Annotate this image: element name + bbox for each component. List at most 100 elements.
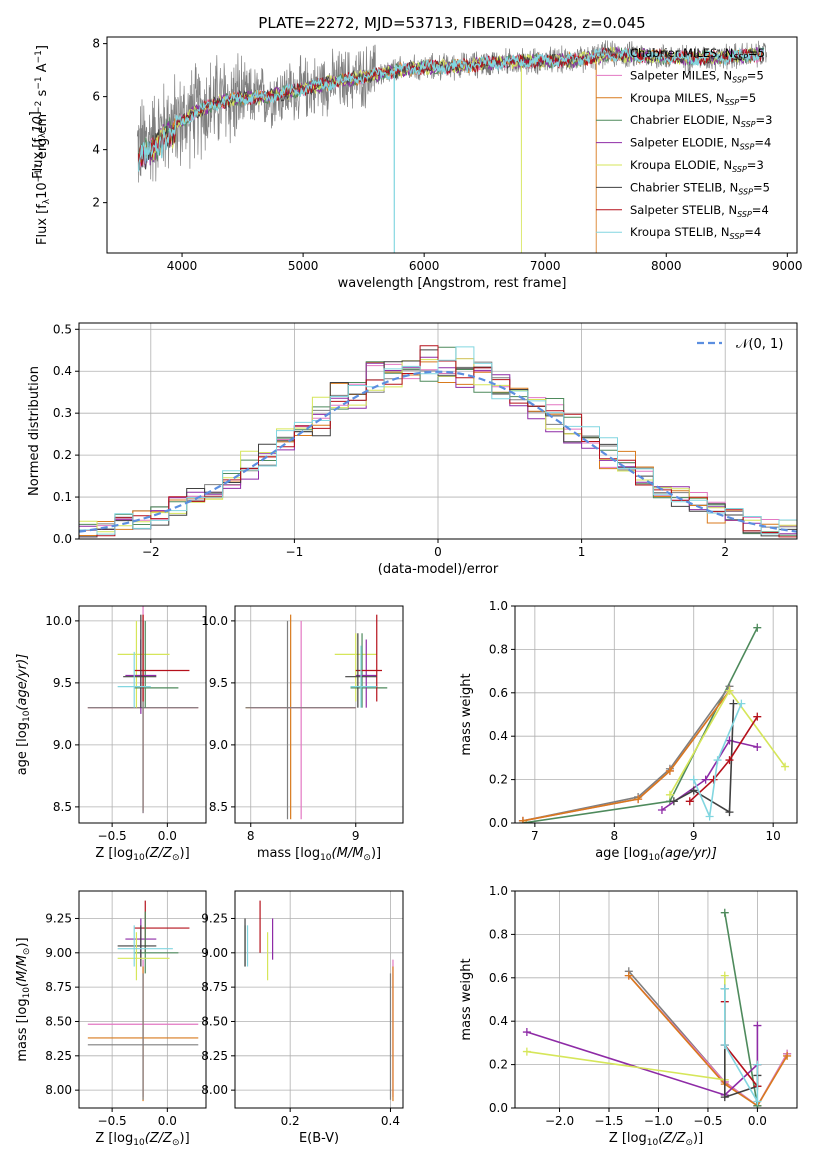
legend-name: Kroupa ELODIE: [630, 158, 716, 172]
legend-nssp-sub: SSP: [730, 232, 745, 241]
x-axis-label: wavelength [Angstrom, rest frame]: [338, 276, 567, 291]
y-tick-label: 9.25: [201, 911, 228, 925]
marker-plus: [689, 786, 698, 795]
y-tick-label: 0.2: [489, 773, 508, 787]
marker-plus: [634, 795, 643, 804]
label-part: ⊙: [363, 853, 371, 863]
label-part: wavelength [Angstrom, rest frame]: [338, 276, 567, 291]
legend-entry: Kroupa ELODIE, NSSP=3: [630, 158, 764, 174]
y-tick-label: 9.0: [53, 738, 72, 752]
label-part: Z [log: [95, 1131, 133, 1146]
label-part: mass weight: [459, 958, 474, 1040]
label-part: )]: [15, 937, 30, 947]
marker-plus: [729, 699, 738, 708]
marker-plus: [624, 971, 633, 980]
legend-entry: Chabrier STELIB, NSSP=5: [630, 180, 770, 196]
legend-entry: Chabrier ELODIE, NSSP=3: [630, 113, 772, 129]
label-part: mass [log: [15, 998, 30, 1061]
y-tick-label: 0.0: [489, 816, 508, 830]
series-line: [526, 1025, 759, 1096]
x-tick-label: 0: [434, 545, 442, 559]
axes-frame: [78, 605, 207, 824]
plot-area: [136, 40, 767, 253]
legend-nssp-prefix: , N: [721, 203, 737, 217]
x-axis-label: age [log10(age/yr)]: [595, 846, 717, 863]
legend-nssp-value: 4: [764, 136, 771, 150]
legend-nssp-prefix: , N: [714, 225, 730, 239]
y-tick-label: 8.75: [201, 980, 228, 994]
label-part: 10: [22, 987, 32, 999]
x-tick-label: 8: [610, 829, 618, 843]
marker-plus: [753, 1060, 762, 1069]
legend-nssp-sub: SSP: [741, 120, 756, 129]
label-part: (data-model)/error: [378, 562, 499, 577]
axes-frame: [234, 890, 404, 1109]
axes-frame: [234, 605, 404, 824]
label-part: mass [log: [257, 846, 320, 861]
x-tick-label: 7: [531, 829, 539, 843]
label-part: (Z/Z: [658, 1131, 686, 1146]
y-axis-label: mass weight: [459, 673, 474, 755]
y-axis-label: Flux [fλ10]: [28, 111, 48, 179]
plot-area: [79, 345, 797, 539]
marker-plus: [665, 790, 674, 799]
x-tick-label: 5000: [288, 259, 319, 273]
marker-plus: [753, 623, 762, 632]
marker-plus: [689, 775, 698, 784]
y-tick-label: 0.3: [53, 406, 72, 420]
errorbar-kroupa-stelib: [117, 925, 173, 967]
x-axis-label: Z [log10(Z/Z⊙)]: [609, 1131, 703, 1148]
series-chabrier-miles: [518, 682, 734, 823]
y-tick-label: 9.5: [209, 676, 228, 690]
y-tick-label: 0.0: [489, 1101, 508, 1115]
legend-nssp-sub: SSP: [740, 143, 755, 152]
panel-mass_vs_Z: −0.5 0.08.008.258.508.759.009.25Z [log10(…: [15, 890, 207, 1148]
marker-plus: [669, 797, 678, 806]
x-tick-label: −2: [142, 545, 160, 559]
legend-nssp-sub: SSP: [733, 53, 748, 62]
series-line: [689, 716, 758, 802]
y-tick-label: 9.00: [201, 946, 228, 960]
normal-curve: [79, 370, 797, 533]
marker-plus: [720, 971, 729, 980]
x-axis-label: (data-model)/error: [378, 562, 499, 577]
y-tick-label: 2: [92, 196, 100, 210]
axes-frame: [106, 36, 798, 254]
label-part: age [log: [15, 722, 30, 775]
errorbar-salpeter-miles: [250, 620, 356, 820]
label-part: ⊙: [22, 948, 32, 956]
marker-plus: [705, 812, 714, 821]
plot-area: [244, 900, 394, 1102]
x-axis-label: Z [log10(Z/Z⊙)]: [95, 1131, 189, 1148]
label-part: E(B-V): [299, 1131, 339, 1146]
legend-entry: Chabrier MILES, NSSP=5: [630, 46, 765, 62]
x-tick-label: 0.0: [158, 1114, 177, 1128]
errorbar-salpeter-stelib: [134, 900, 190, 953]
y-axis-label: Flux [fλ10−17 erg cm−2 s−1 A−1]: [34, 45, 52, 245]
label-part: 10: [31, 116, 46, 133]
x-tick-label: −0.5: [98, 1114, 127, 1128]
model-line-kroupa-stelib: [137, 47, 765, 253]
legend-nssp-value: 5: [758, 46, 765, 60]
y-tick-label: 0.5: [53, 322, 72, 336]
y-tick-label: 8.25: [45, 1049, 72, 1063]
legend-nssp-prefix: , N: [722, 180, 738, 194]
label-part: Z [log: [609, 1131, 647, 1146]
marker-plus: [737, 699, 746, 708]
marker-plus: [657, 805, 666, 814]
x-tick-label: −0.5: [693, 1114, 722, 1128]
y-tick-label: 6: [92, 90, 100, 104]
x-tick-label: 0.0: [748, 1114, 767, 1128]
legend-nssp-prefix: , N: [725, 113, 741, 127]
marker-plus: [725, 756, 734, 765]
series-kroupa-elodie: [665, 686, 790, 799]
errorbar-chabrier-elodie: [134, 620, 179, 708]
marker-plus: [518, 816, 527, 823]
series-line: [673, 703, 735, 814]
label-part: 10: [133, 1138, 145, 1148]
label-part: (Z/Z: [145, 1131, 173, 1146]
x-tick-label: 2: [721, 545, 729, 559]
y-tick-label: 9.5: [53, 676, 72, 690]
